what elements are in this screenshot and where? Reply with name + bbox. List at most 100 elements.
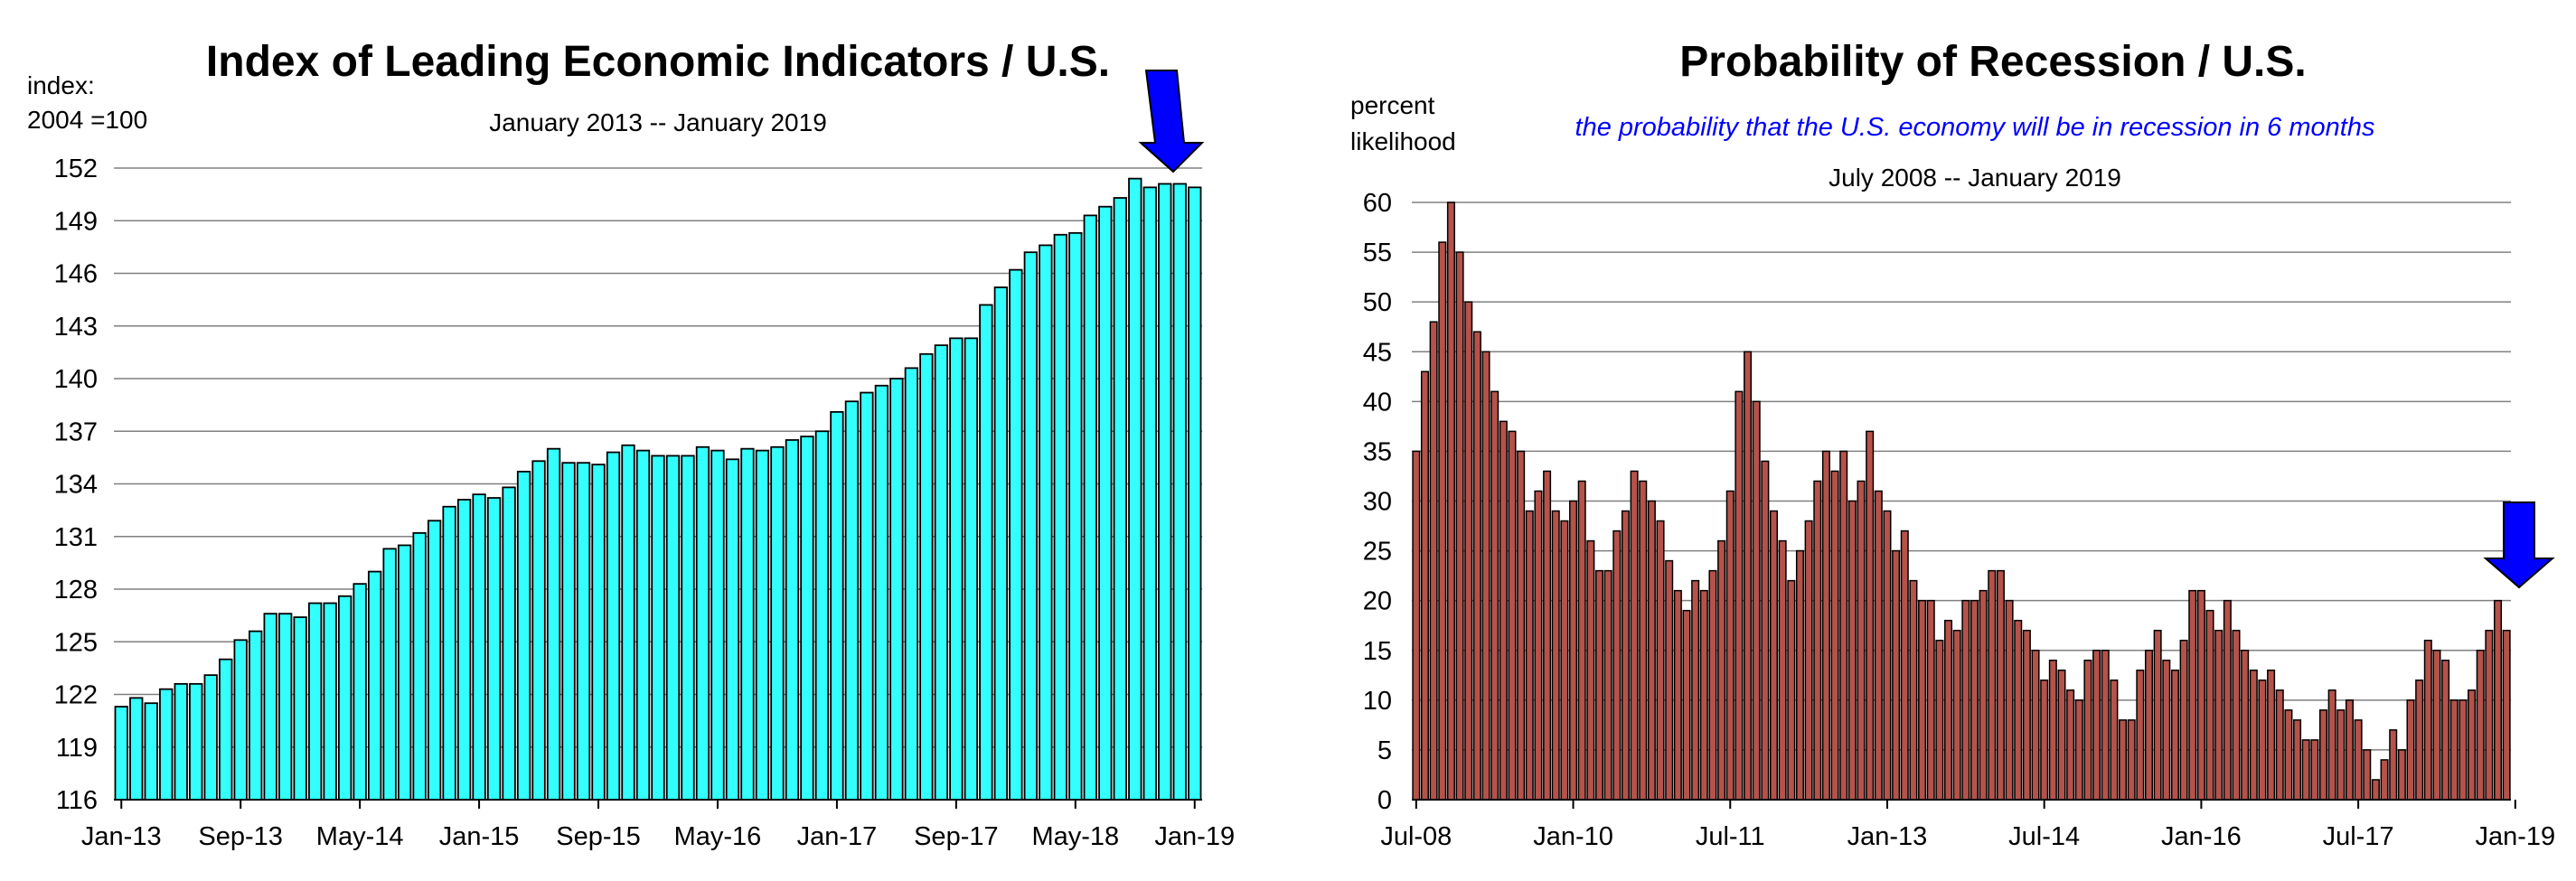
bar — [1009, 268, 1023, 801]
y-tick-label: 15 — [1363, 637, 1392, 666]
bar — [1778, 539, 1787, 801]
bar — [1551, 510, 1560, 801]
bar — [1804, 520, 1813, 801]
bar — [725, 458, 740, 801]
x-tick-label: May-14 — [316, 822, 404, 851]
x-tick-label: Jan-17 — [797, 822, 878, 851]
x-tick-label: Sep-15 — [556, 822, 641, 851]
bar — [964, 337, 979, 801]
bar — [1691, 579, 1700, 801]
bar — [2258, 679, 2267, 801]
bar — [2363, 749, 2372, 801]
bar — [129, 697, 144, 801]
bar — [1926, 599, 1935, 801]
bar — [1665, 559, 1674, 801]
bar — [2040, 679, 2049, 801]
bar — [1142, 186, 1157, 801]
bar — [1068, 231, 1083, 801]
bar-series — [1412, 202, 2511, 801]
chart-period: July 2008 -- January 2019 — [1829, 164, 2121, 192]
bar — [1944, 619, 1953, 801]
bar — [2048, 660, 2057, 801]
bar — [919, 352, 934, 801]
y-tick-label: 143 — [54, 313, 98, 342]
bar — [979, 304, 993, 801]
bar — [353, 583, 367, 801]
bar — [2127, 719, 2136, 801]
y-axis-label-line2: 2004 =100 — [27, 106, 147, 134]
x-tick-label: Jul-11 — [1696, 822, 1765, 851]
y-tick-label: 50 — [1363, 288, 1392, 317]
bar — [1839, 450, 1848, 801]
bar — [695, 445, 710, 801]
bar — [2214, 629, 2223, 801]
bar — [1464, 301, 1473, 801]
bar — [2389, 729, 2398, 801]
bar — [949, 337, 964, 801]
bar — [710, 449, 725, 801]
bar — [1083, 214, 1097, 801]
bar — [531, 460, 546, 801]
bar — [874, 384, 889, 801]
bar — [1429, 321, 1438, 801]
bar — [1979, 589, 1988, 801]
y-tick-label: 20 — [1363, 587, 1392, 616]
bar — [293, 616, 307, 801]
bar — [1490, 390, 1500, 801]
y-axis-label-line2: likelihood — [1350, 127, 1456, 155]
bar — [1517, 450, 1526, 801]
bar — [412, 531, 427, 801]
bar — [2284, 709, 2293, 801]
bar — [2449, 699, 2458, 801]
bar — [2380, 759, 2389, 801]
bar — [844, 400, 860, 801]
bar — [1455, 251, 1464, 801]
bar — [1682, 609, 1691, 801]
bar — [1866, 430, 1875, 801]
bar — [2092, 650, 2101, 801]
bar — [1725, 490, 1735, 801]
y-tick-label: 10 — [1363, 687, 1392, 716]
down-arrow-icon — [2483, 501, 2555, 589]
y-tick-label: 55 — [1363, 239, 1392, 267]
bar — [2494, 599, 2503, 801]
x-tick-label: Jan-13 — [1847, 822, 1928, 851]
x-tick-label: Jul-17 — [2323, 822, 2394, 851]
bar — [1172, 183, 1187, 801]
y-tick-label: 131 — [54, 523, 98, 552]
bar — [1918, 599, 1927, 801]
y-tick-label: 125 — [54, 628, 98, 657]
x-tick-label: Jan-13 — [81, 822, 162, 851]
bar — [2397, 749, 2406, 801]
bar — [576, 462, 591, 801]
bar — [1113, 197, 1127, 801]
bar — [323, 602, 337, 801]
x-tick-labels: Jul-08 Jan-10 Jul-11 Jan-13 Jul-14 Jan-16 Jul-… — [1380, 800, 2555, 851]
bar — [2354, 719, 2363, 801]
chart-subtitle: the probability that the U.S. economy wi… — [1575, 113, 2375, 142]
bar — [2293, 719, 2302, 801]
bar — [1656, 520, 1665, 801]
bar — [456, 499, 472, 801]
bar — [1735, 390, 1744, 801]
down-arrow-icon — [1138, 70, 1205, 173]
x-tick-label: Jan-19 — [1154, 822, 1235, 851]
bar — [1909, 579, 1918, 801]
bar — [114, 706, 128, 801]
bar — [2310, 739, 2319, 801]
y-tick-label: 152 — [54, 155, 98, 183]
bar — [546, 447, 561, 801]
bar — [1577, 480, 1586, 801]
bar — [1569, 500, 1578, 801]
bar — [2441, 660, 2450, 801]
bar — [621, 444, 635, 801]
bar — [174, 682, 188, 801]
bar — [337, 595, 353, 801]
bar — [159, 688, 174, 801]
y-tick-label: 122 — [54, 681, 98, 710]
bar — [2485, 629, 2494, 801]
bar — [2005, 599, 2014, 801]
bar — [2327, 689, 2336, 801]
chart-title: Probability of Recession / U.S. — [1679, 38, 2307, 86]
